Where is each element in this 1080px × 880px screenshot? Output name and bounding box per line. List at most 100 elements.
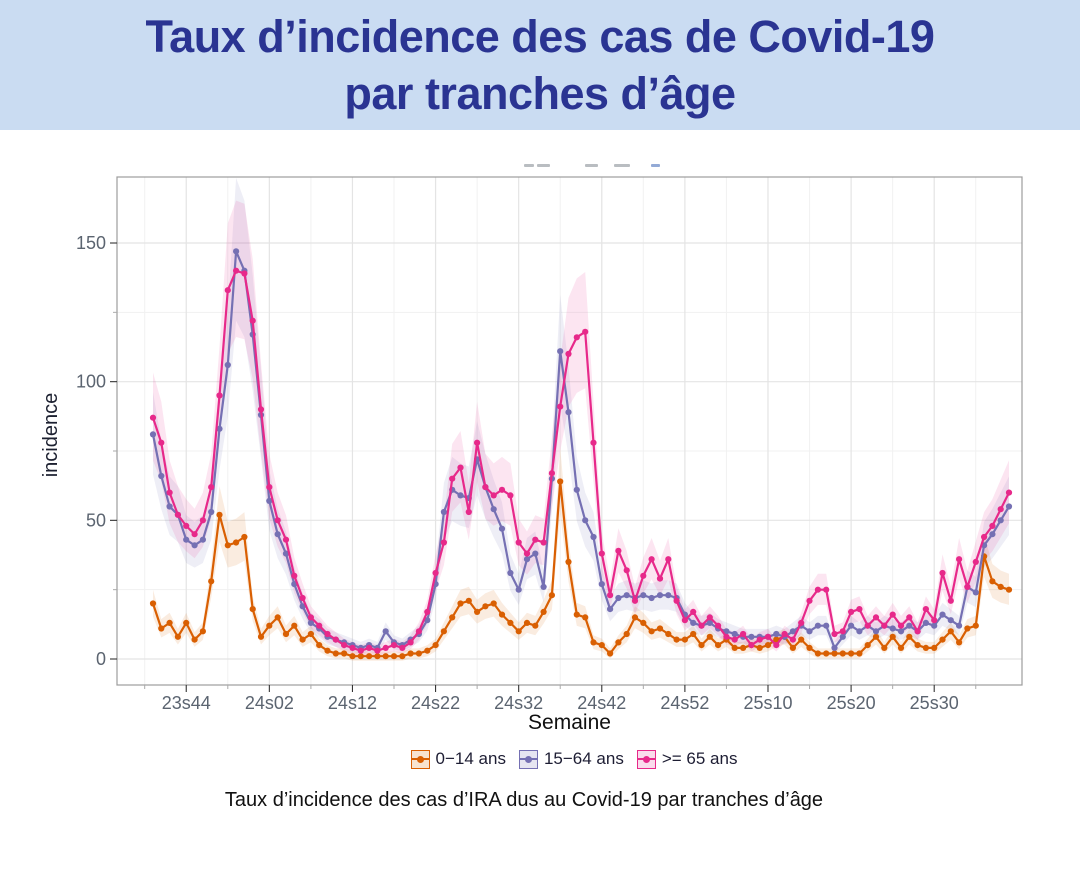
point [274, 517, 281, 524]
point [939, 636, 946, 643]
point [931, 644, 938, 652]
point [307, 630, 314, 638]
point [366, 644, 373, 652]
point [1005, 586, 1013, 593]
point [989, 578, 996, 585]
point [532, 622, 539, 629]
point [831, 630, 838, 638]
point [158, 439, 165, 446]
point [183, 522, 190, 530]
point [166, 489, 173, 496]
point [440, 508, 447, 516]
point [582, 614, 589, 621]
point [498, 486, 506, 493]
point [382, 653, 389, 660]
point [848, 622, 855, 629]
point [208, 508, 215, 516]
point [997, 506, 1004, 513]
point [299, 603, 306, 610]
point [341, 642, 348, 649]
page-title-line2: par tranches d’âge [344, 68, 736, 119]
point [706, 614, 713, 621]
point [715, 622, 722, 629]
point [174, 633, 181, 640]
point [856, 650, 863, 657]
point [507, 492, 514, 499]
point [656, 575, 664, 582]
point [532, 550, 539, 557]
point [872, 614, 880, 621]
point [615, 639, 622, 646]
point [216, 392, 223, 399]
point [415, 650, 422, 657]
point [241, 533, 248, 541]
point [449, 614, 456, 621]
point [989, 531, 996, 538]
point [432, 569, 439, 577]
point [440, 628, 447, 635]
point [149, 600, 157, 607]
point [440, 539, 447, 546]
point [507, 619, 514, 627]
text-fragment [585, 164, 598, 167]
point [798, 636, 805, 643]
point [366, 653, 373, 660]
point [806, 628, 813, 635]
point [972, 622, 979, 629]
point [399, 644, 406, 652]
point [507, 569, 514, 577]
point [557, 403, 564, 410]
point [823, 622, 830, 629]
point [332, 636, 339, 643]
point [382, 644, 389, 652]
legend-key-icon [410, 749, 430, 769]
point [964, 625, 971, 632]
point [715, 642, 722, 649]
point [756, 644, 763, 652]
point [881, 622, 888, 629]
point [208, 484, 215, 491]
point [889, 625, 896, 632]
point [972, 558, 979, 566]
point [748, 642, 755, 649]
panel-border [116, 176, 1023, 686]
point [848, 608, 855, 616]
point [482, 484, 489, 491]
point [249, 606, 256, 613]
point [631, 597, 639, 604]
legend-label: >= 65 ans [661, 749, 738, 768]
x-axis-title: Semaine [528, 711, 611, 734]
point [615, 594, 622, 602]
point [548, 592, 556, 599]
point [856, 606, 863, 613]
point [864, 622, 871, 629]
point [457, 464, 464, 471]
point [424, 608, 431, 616]
point [731, 636, 738, 643]
x-axis-tick-label: 24s42 [577, 693, 626, 713]
point [515, 586, 522, 593]
point [199, 517, 206, 524]
legend-key-icon [636, 749, 656, 769]
point [607, 650, 614, 657]
point [490, 600, 497, 607]
point [690, 619, 697, 627]
point [773, 642, 780, 649]
point [773, 630, 780, 638]
point [673, 597, 680, 604]
point [224, 542, 231, 549]
point [249, 317, 256, 324]
point [690, 608, 697, 616]
point [374, 647, 381, 654]
point [848, 650, 855, 657]
point [931, 617, 938, 624]
point [582, 328, 589, 335]
point [199, 628, 206, 635]
point [399, 653, 406, 660]
point [856, 628, 863, 635]
point [341, 650, 348, 657]
point [897, 628, 905, 635]
point [357, 647, 364, 654]
point [498, 525, 506, 532]
point [457, 492, 464, 499]
